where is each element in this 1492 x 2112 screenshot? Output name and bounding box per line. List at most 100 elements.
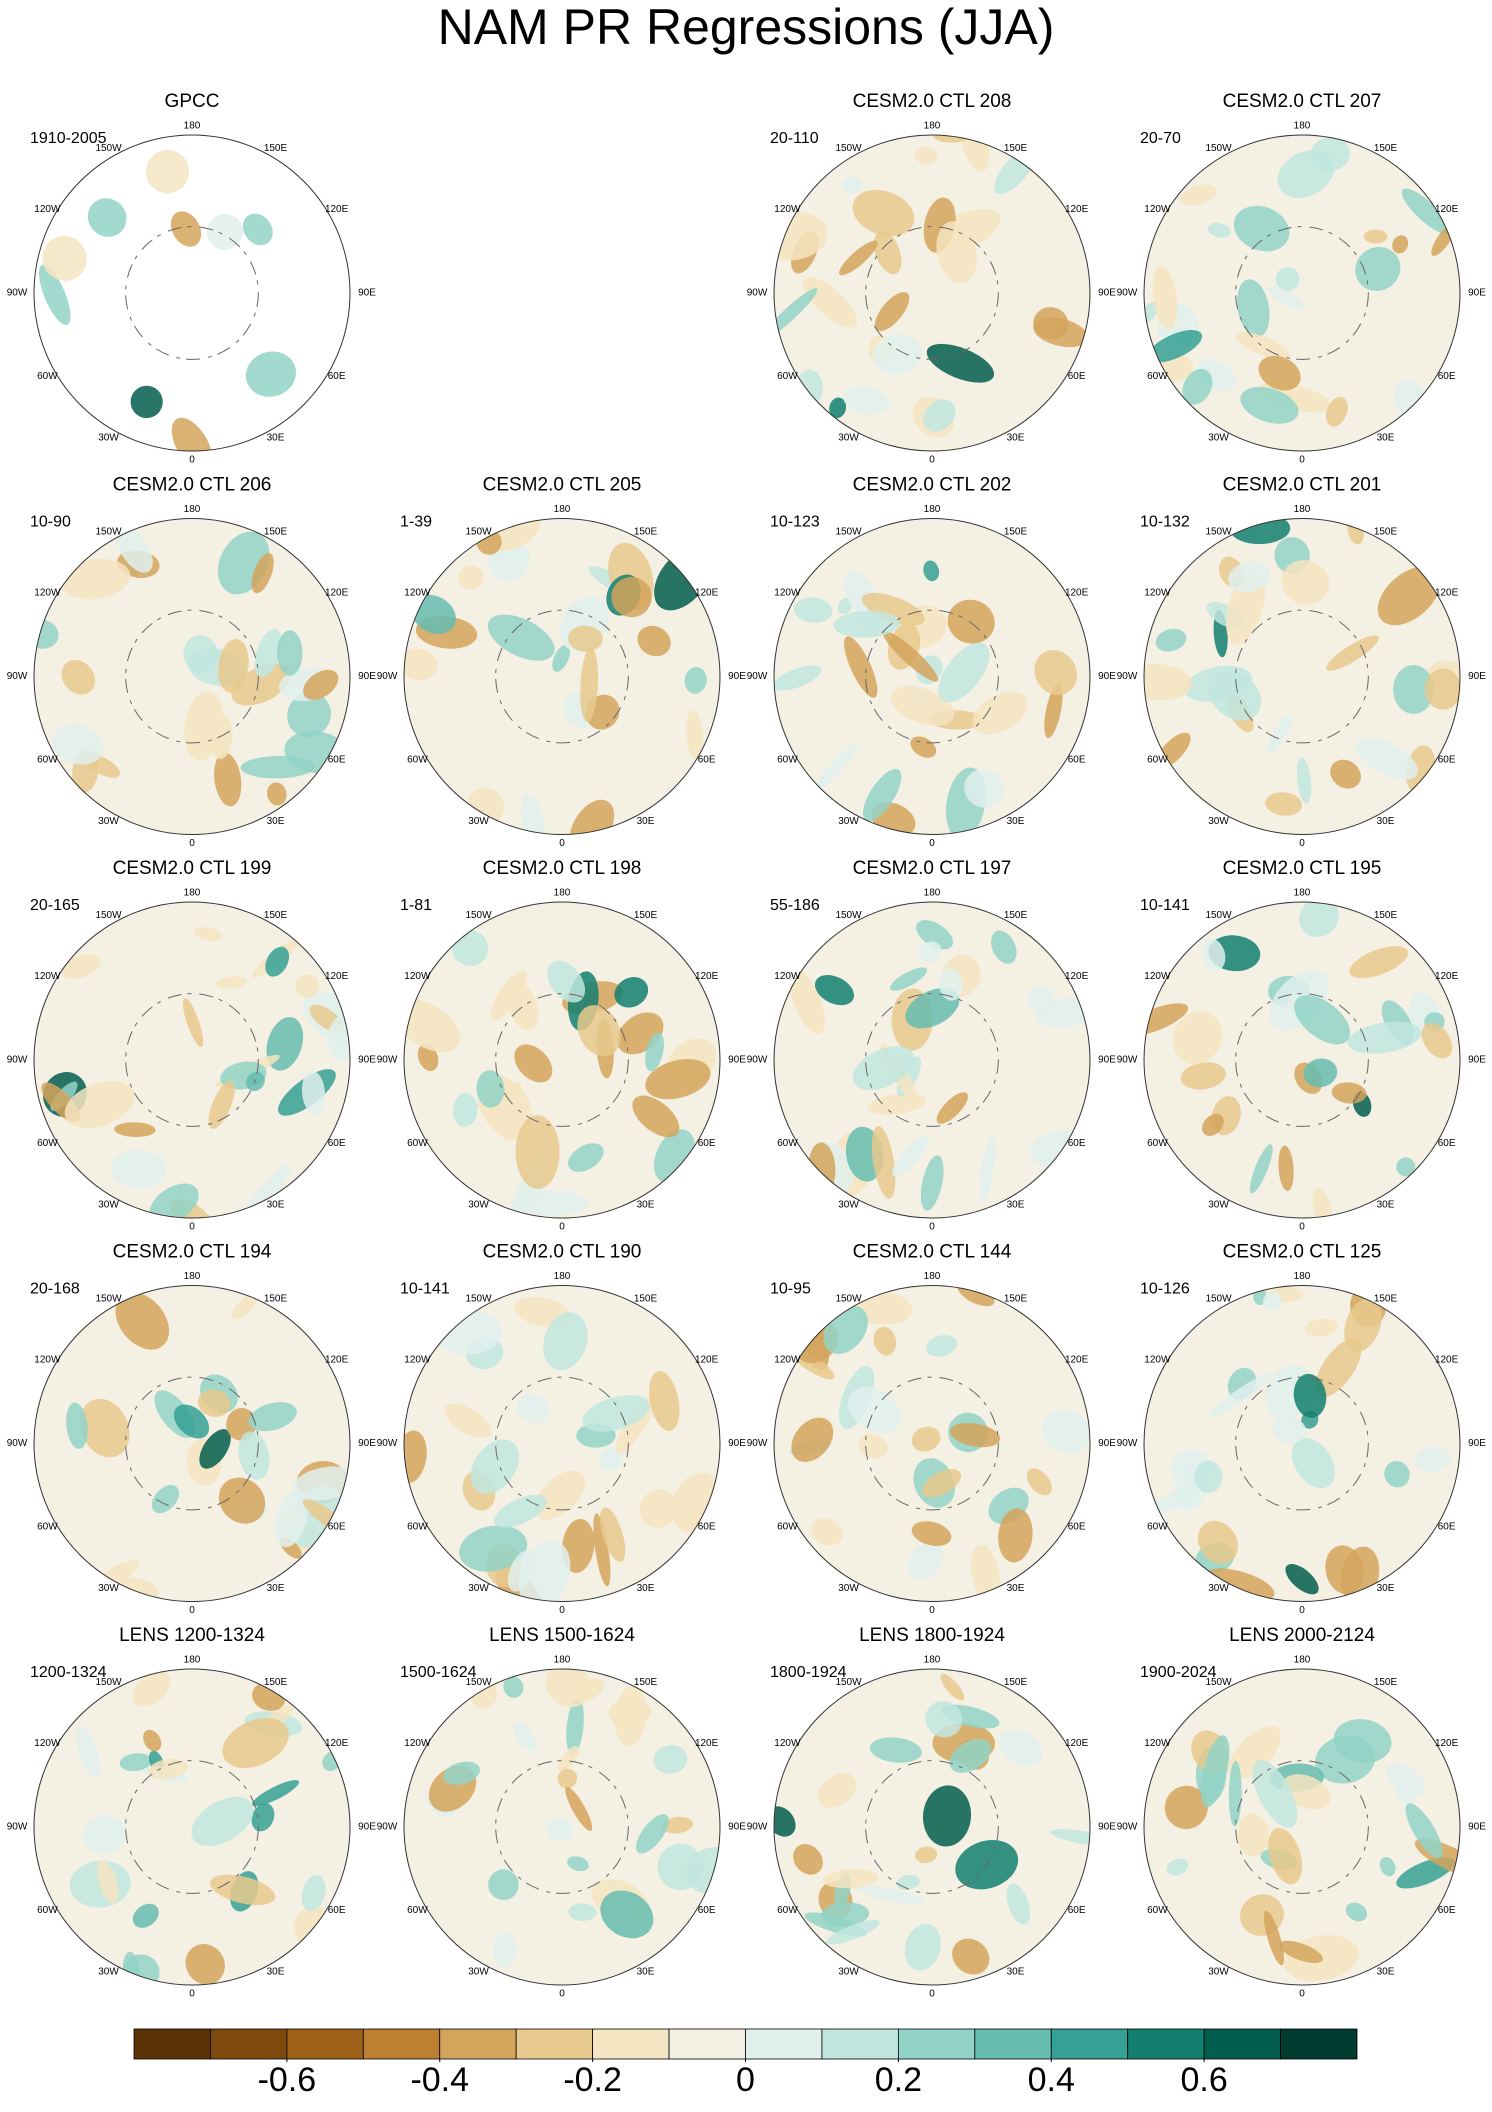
lon-label: 60E [328,1522,346,1533]
panel-title: GPCC [165,91,220,112]
shading [567,625,603,652]
shading [636,1813,669,1854]
coast [1235,1376,1369,1511]
panel-period: 1-81 [400,897,432,914]
lon-label: 0 [929,838,935,849]
lon-label: 120E [325,971,349,982]
shading [933,135,969,143]
lon-label: 150E [1374,1294,1398,1305]
shading [507,1550,536,1592]
lon-label: 0 [189,455,195,466]
shading [923,560,940,582]
shading [515,1115,560,1189]
lon-label: 120E [695,1738,719,1749]
map-border [33,518,351,835]
shading [1312,1187,1334,1218]
map-background [34,1285,350,1602]
shading [793,1843,823,1875]
coast [865,1760,999,1894]
lon-label: 30W [98,816,119,827]
lon-label: 120W [1144,971,1171,982]
shading [1208,670,1262,721]
lon-label: 30W [1208,816,1229,827]
shading [947,599,995,644]
shading [950,1422,1001,1448]
lon-label: 90W [377,1822,398,1833]
shading [645,1059,711,1100]
shading [183,635,219,674]
shading [916,920,954,950]
lon-label: 90E [1468,1438,1486,1449]
shading [1333,1719,1392,1764]
shading [1249,1144,1273,1194]
lon-label: 120W [774,588,801,599]
map-border [773,901,1091,1219]
lon-label: 60W [37,1138,58,1149]
coast [1235,609,1369,744]
lon-label: 30W [1208,1199,1229,1210]
panel-period: 20-165 [30,897,80,914]
map-border [33,901,351,1219]
shading [1345,1902,1368,1922]
panel-title: CESM2.0 CTL 197 [853,858,1012,879]
map-border [773,1668,1091,1986]
lon-label: 120W [774,971,801,982]
shading [1209,1373,1272,1418]
shading [921,1468,962,1498]
shading [130,385,163,419]
lon-label: 30W [98,1199,119,1210]
lon-label: 150E [1374,1677,1398,1688]
shading [1421,1022,1453,1059]
shading [265,946,290,977]
shading [80,1398,130,1458]
shading [936,221,978,284]
lon-label: 90E [1468,288,1486,299]
shading [115,1292,170,1350]
shading [61,659,96,695]
shading [1267,285,1304,311]
shading [301,1874,326,1912]
shading [1027,985,1055,1015]
lon-label: 0 [559,1989,565,2000]
shading [684,666,707,694]
lon-label: 30W [468,816,489,827]
colorbar-tick-label: 0 [736,2061,755,2099]
shading [191,1796,254,1847]
shading [1379,1857,1396,1877]
lon-label: 180 [1294,888,1311,899]
lon-label: 120W [774,1355,801,1366]
shading [1235,332,1290,360]
shading [151,1484,180,1514]
shading [837,597,853,614]
lon-label: 120W [34,588,61,599]
map-background [1144,902,1460,1218]
lon-label: 150W [465,1677,492,1688]
shading [639,1489,678,1528]
lon-label: 120W [1144,1355,1171,1366]
lon-label: 180 [184,504,201,515]
lon-label: 60E [1438,371,1456,382]
panel-period: 20-168 [30,1281,80,1298]
shading [443,1761,480,1785]
coast [495,1376,629,1511]
lon-label: 30E [637,1966,655,1977]
colorbar-box [668,2028,746,2060]
lon-label: 90E [358,1055,376,1066]
lon-label: 30E [267,432,285,443]
lon-label: 150E [264,527,288,538]
lon-label: 150W [465,527,492,538]
shading [514,1044,553,1083]
lon-label: 90W [7,671,28,682]
shading [1147,329,1203,363]
lon-label: 60E [1068,1905,1086,1916]
shading [1384,1460,1410,1488]
shading [38,264,71,326]
shading [208,1080,235,1129]
shading [143,1729,162,1752]
shading [476,1070,505,1108]
shading [254,629,282,678]
colorbar-tick-label: -0.4 [410,2061,469,2099]
map [774,1285,1090,1602]
shading [872,334,922,375]
lon-label: 180 [924,888,941,899]
